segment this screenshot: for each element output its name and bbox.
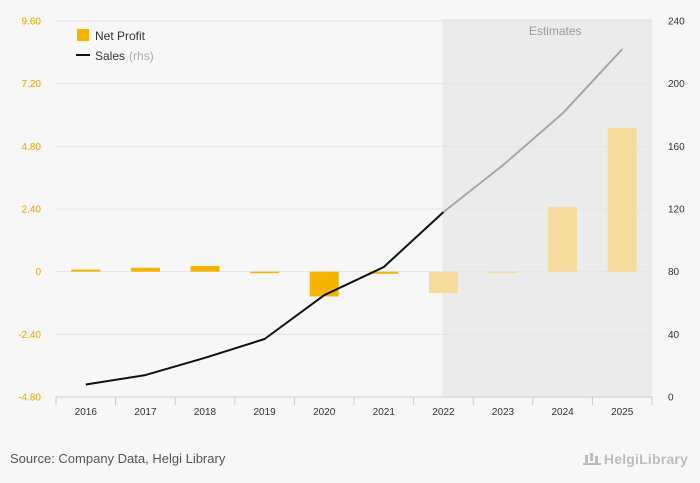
bar-net-profit-2022 [428,271,458,294]
left-tick-label: -4.80 [18,393,41,404]
right-axis-ticks: 0 40 80 120 160 200 240 [668,17,685,404]
bar-net-profit-2024 [548,206,578,272]
source-note: Source: Company Data, Helgi Library [10,451,226,466]
right-tick-label: 160 [668,142,685,153]
combo-chart: Estimates -4.80 -2.40 0 2.40 4.80 7.20 9.60 0 4… [18,17,685,419]
left-tick-label: 2.40 [22,205,42,216]
right-tick-label: 40 [668,330,680,341]
right-tick-label: 200 [668,79,685,90]
left-axis-ticks: -4.80 -2.40 0 2.40 4.80 7.20 9.60 [18,17,41,404]
legend-sales-suffix: (rhs) [129,49,154,63]
x-tick-label: 2021 [373,407,396,418]
left-tick-label: 9.60 [22,17,42,28]
bar-net-profit-2018 [190,265,220,272]
legend-label-net-profit: Net Profit [95,29,146,43]
bar-net-profit-2020 [309,271,339,297]
brand-name: HelgiLibrary [603,451,688,467]
x-tick-label: 2020 [313,407,336,418]
left-tick-label: -2.40 [18,330,41,341]
legend-swatch-net-profit [77,29,89,41]
left-tick-label: 7.20 [22,79,42,90]
x-tick-label: 2025 [611,407,634,418]
right-tick-label: 240 [668,17,685,28]
x-tick-label: 2016 [75,407,98,418]
legend-label-sales: Sales (rhs) [95,49,154,63]
bar-net-profit-2017 [130,267,160,272]
bar-net-profit-2019 [250,271,280,274]
x-axis: 2016 2017 2018 2019 2020 2021 2022 2023 2024 2025 [55,396,653,418]
x-tick-label: 2023 [492,407,515,418]
sales-line [85,48,623,386]
legend: Net Profit Sales (rhs) [76,29,154,63]
bar-net-profit-2021 [369,271,399,274]
left-tick-label: 0 [35,267,41,278]
x-tick-label: 2018 [194,407,217,418]
bar-net-profit-2023 [488,271,518,274]
right-tick-label: 0 [668,393,674,404]
bar-net-profit-2016 [71,269,101,272]
sales-line-actual [85,211,445,386]
estimates-label: Estimates [529,24,582,38]
legend-sales-name: Sales [95,49,125,63]
brand-logo: HelgiLibrary [582,451,688,467]
library-icon [582,451,601,465]
right-tick-label: 120 [668,205,685,216]
sales-line-estimate [442,48,623,213]
left-tick-label: 4.80 [22,142,42,153]
x-tick-label: 2022 [432,407,455,418]
x-tick-label: 2024 [551,407,574,418]
net-profit-bars [71,128,637,297]
x-tick-label: 2019 [253,407,276,418]
bar-net-profit-2025 [607,128,637,272]
right-tick-label: 80 [668,267,680,278]
x-tick-label: 2017 [134,407,157,418]
